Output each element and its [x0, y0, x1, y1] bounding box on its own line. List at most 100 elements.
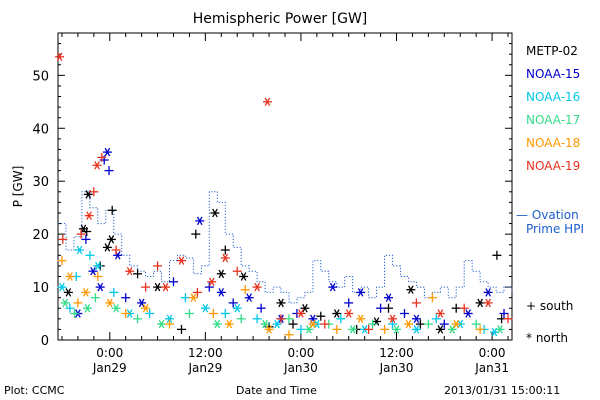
point-noaa-18-north	[81, 288, 91, 297]
point-noaa-17-south	[284, 314, 294, 324]
point-noaa-18-north	[356, 314, 366, 324]
legend-item-noaa-18: NOAA-18	[526, 136, 581, 150]
point-metp-02-south	[288, 319, 298, 329]
point-noaa-16-south	[431, 314, 441, 324]
point-noaa-15-south	[121, 293, 131, 303]
point-metp-02-south	[220, 245, 230, 255]
point-noaa-19-north	[220, 253, 230, 263]
x-tick-label-time: 0:00	[96, 346, 123, 360]
legend-item-noaa-17: NOAA-17	[526, 113, 581, 127]
chart-title: Hemispheric Power [GW]	[192, 11, 368, 27]
point-noaa-19-north	[388, 314, 397, 324]
point-noaa-19-south	[97, 152, 107, 162]
point-noaa-17-north	[83, 303, 92, 313]
point-noaa-18-south	[427, 293, 437, 303]
point-noaa-18-south	[475, 324, 485, 334]
point-noaa-18-north	[404, 319, 413, 329]
point-metp-02-south	[415, 319, 425, 329]
ovation-prime-hpi-line	[58, 191, 513, 304]
point-metp-02-south	[177, 324, 186, 334]
point-noaa-19-north	[344, 309, 354, 318]
point-noaa-15-north	[463, 309, 473, 318]
y-tick-label: 40	[32, 122, 49, 137]
point-metp-02-south	[133, 269, 143, 279]
point-noaa-19-south	[232, 266, 242, 276]
point-noaa-19-south	[89, 187, 99, 197]
point-metp-02-north	[216, 269, 226, 279]
point-metp-02-south	[107, 205, 117, 215]
point-noaa-19-north	[177, 256, 186, 265]
point-noaa-16-south	[65, 303, 75, 313]
point-noaa-15-north	[411, 314, 421, 324]
x-tick-label-date: Jan30	[283, 361, 318, 375]
point-noaa-16-north	[93, 261, 103, 271]
point-noaa-15-north	[216, 288, 226, 297]
point-noaa-17-north	[157, 319, 166, 329]
point-metp-02-north	[300, 303, 310, 313]
point-noaa-19-south	[364, 324, 374, 334]
point-metp-02-south	[82, 227, 92, 236]
x-tick-label-time: 0:00	[287, 346, 314, 360]
marker-legend-north: * north	[526, 331, 569, 345]
point-noaa-15-north	[88, 266, 98, 276]
point-metp-02-north	[210, 208, 220, 218]
point-noaa-15-south	[81, 234, 91, 244]
point-noaa-16-north	[57, 282, 67, 292]
point-noaa-15-north	[95, 282, 105, 292]
point-noaa-16-north	[272, 319, 282, 329]
point-noaa-19-south	[503, 314, 513, 324]
point-noaa-18-south	[93, 272, 103, 281]
legend-item-noaa-15: NOAA-15	[526, 67, 581, 81]
point-noaa-17-north	[111, 303, 121, 313]
point-noaa-16-south	[145, 309, 155, 318]
x-tick-label-time: 12:00	[188, 346, 223, 360]
point-noaa-15-north	[137, 298, 147, 308]
ovation-legend-line1: — Ovation	[516, 208, 579, 222]
point-noaa-16-north	[165, 314, 174, 324]
point-noaa-18-south	[73, 298, 83, 308]
point-noaa-19-north	[161, 282, 170, 292]
y-axis-label: P [GW]	[11, 166, 25, 208]
point-noaa-17-south	[471, 319, 481, 329]
point-metp-02-north	[102, 243, 112, 252]
point-noaa-15-north	[384, 293, 393, 302]
point-noaa-15-north	[102, 147, 112, 157]
point-noaa-19-south	[192, 287, 202, 297]
point-noaa-15-south	[499, 309, 509, 318]
point-noaa-18-north	[264, 325, 274, 334]
point-noaa-15-south	[344, 298, 354, 308]
point-noaa-16-north	[411, 325, 421, 334]
point-noaa-16-south	[85, 250, 95, 260]
point-noaa-18-south	[284, 330, 294, 340]
point-noaa-18-north	[105, 298, 115, 308]
point-noaa-19-north	[296, 309, 306, 318]
point-noaa-17-north	[392, 325, 401, 334]
point-noaa-19-north	[483, 298, 493, 308]
point-noaa-15-south	[376, 303, 386, 313]
point-metp-02-north	[475, 298, 485, 308]
point-noaa-15-north	[356, 288, 366, 297]
point-noaa-17-north	[495, 325, 505, 334]
point-noaa-16-south	[180, 293, 190, 303]
y-tick-label: 50	[32, 69, 49, 84]
point-noaa-17-north	[260, 319, 270, 329]
marker-legend-south: + south	[526, 299, 574, 313]
point-metp-02-north	[406, 285, 416, 294]
point-noaa-15-south	[169, 277, 178, 287]
point-noaa-17-south	[184, 309, 194, 318]
point-noaa-17-north	[212, 319, 222, 329]
point-noaa-18-south	[240, 285, 250, 295]
legend-item-noaa-19: NOAA-19	[526, 159, 581, 173]
point-noaa-15-south	[104, 166, 114, 176]
point-noaa-19-north	[125, 266, 135, 276]
x-axis-label: Date and Time	[236, 384, 317, 397]
point-noaa-17-south	[70, 309, 80, 318]
point-noaa-16-south	[109, 287, 119, 297]
y-tick-label: 20	[32, 228, 49, 243]
point-noaa-19-north	[263, 97, 272, 107]
point-noaa-16-south	[388, 319, 397, 329]
point-noaa-17-south	[90, 293, 100, 303]
point-noaa-15-north	[195, 216, 205, 226]
point-metp-02-south	[191, 229, 201, 239]
point-noaa-17-south	[236, 314, 246, 324]
